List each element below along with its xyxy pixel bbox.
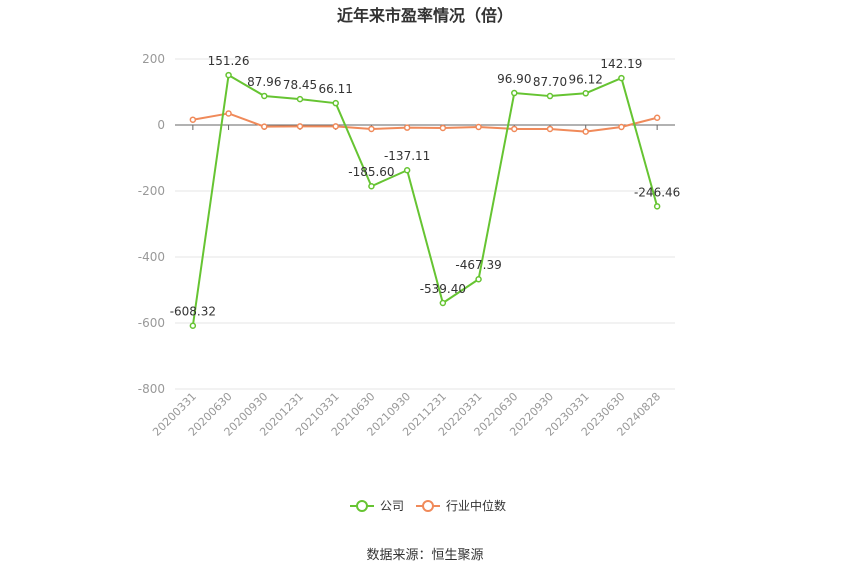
- company-data-label: -137.11: [384, 149, 430, 163]
- industry-median-data-point: [403, 124, 411, 131]
- industry-median-data-point: [511, 125, 518, 133]
- industry-median-data-point: [225, 110, 232, 117]
- chart-title: 近年来市盈率情况（倍）: [337, 6, 513, 25]
- company-data-point: [546, 92, 554, 100]
- company-data-point: [225, 71, 232, 79]
- company-data-point: [653, 203, 661, 210]
- company-data-label: -246.46: [634, 185, 680, 199]
- y-axis-ticks: 200 0 -200 -400 -600 -800: [138, 52, 165, 396]
- y-tick-label: 0: [157, 118, 165, 132]
- industry-median-data-point: [582, 128, 589, 135]
- y-tick-label: -800: [138, 382, 165, 396]
- industry-median-data-point: [653, 114, 661, 121]
- company-data-point: [296, 95, 304, 103]
- company-data-point: [261, 92, 268, 100]
- company-data-point: [618, 74, 625, 82]
- y-tick-label: -400: [138, 250, 165, 264]
- company-data-label: 87.96: [247, 75, 281, 89]
- industry-median-data-point: [332, 123, 339, 130]
- company-data-label: 87.70: [533, 75, 567, 89]
- company-data-point: [511, 89, 518, 97]
- company-data-label: -467.39: [455, 258, 501, 272]
- company-data-point: [475, 275, 482, 283]
- industry-median-data-point: [618, 123, 625, 131]
- y-tick-label: 200: [142, 52, 165, 66]
- company-data-point: [439, 299, 447, 307]
- data-source-note: 数据来源：恒生聚源: [366, 548, 483, 563]
- legend-company: 公司: [350, 499, 404, 513]
- legend-label: 公司: [380, 499, 404, 513]
- series-group: -608.32 151.26 87.96 78.45 66.11 -185.60 -137.…: [170, 54, 680, 329]
- industry-median-data-point: [189, 116, 197, 123]
- industry-median-data-point: [296, 123, 304, 130]
- company-data-label: 142.19: [600, 57, 642, 71]
- industry-median-data-point: [368, 125, 375, 133]
- company-data-point: [403, 166, 411, 174]
- legend-industry-median: 行业中位数: [416, 498, 506, 513]
- company-data-label: -185.60: [348, 165, 394, 179]
- company-data-label: -539.40: [420, 282, 466, 296]
- company-data-point: [332, 99, 339, 107]
- grid-lines: [175, 58, 675, 390]
- industry-median-data-point: [546, 125, 554, 133]
- legend-circle-marker: [422, 500, 434, 512]
- legend-circle-marker: [356, 500, 368, 512]
- company-series-line: [191, 74, 659, 326]
- y-tick-label: -200: [138, 184, 165, 198]
- company-data-label: 78.45: [283, 78, 317, 92]
- industry-median-data-point: [261, 123, 268, 130]
- company-data-point: [368, 182, 375, 190]
- y-tick-label: -600: [138, 316, 165, 330]
- company-data-label: 151.26: [208, 54, 250, 68]
- legend: 公司 行业中位数: [350, 498, 506, 513]
- industry-median-data-point: [475, 123, 482, 131]
- company-data-label: 96.12: [569, 72, 603, 86]
- company-data-label: 96.90: [497, 72, 531, 86]
- company-data-label: 66.11: [319, 82, 353, 96]
- company-data-label: -608.32: [170, 305, 216, 319]
- industry-median-data-point: [439, 124, 447, 132]
- company-data-point: [582, 90, 589, 97]
- industry-median-series-line: [192, 112, 658, 133]
- legend-label: 行业中位数: [446, 498, 506, 513]
- company-data-point: [189, 322, 197, 329]
